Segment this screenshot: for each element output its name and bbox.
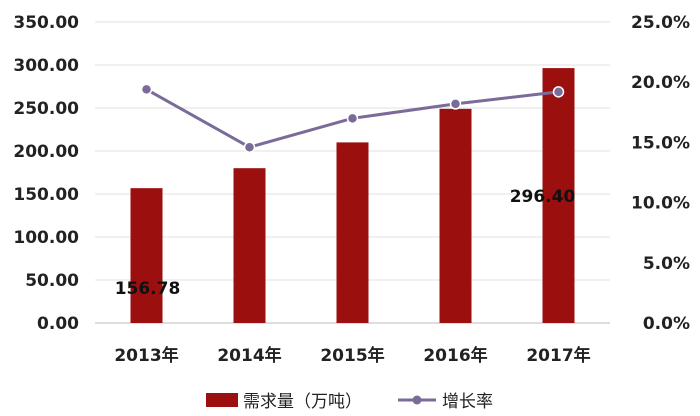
bar bbox=[233, 168, 266, 323]
left-axis: 0.00 50.00 100.00 150.00 200.00 250.00 300.00 3… bbox=[13, 13, 79, 334]
legend-label-line: 增长率 bbox=[442, 392, 493, 412]
y-left-tick-label: 350.00 bbox=[13, 13, 79, 33]
bar-data-label: 156.78 bbox=[115, 279, 181, 299]
category-axis: 2013年 2014年 2015年 2016年 2017年 bbox=[114, 345, 590, 366]
line-marker bbox=[243, 141, 256, 153]
data-labels: 156.78 296.40 bbox=[115, 187, 576, 299]
y-left-tick-label: 300.00 bbox=[13, 56, 79, 76]
x-tick-label: 2017年 bbox=[526, 345, 590, 366]
x-tick-label: 2016年 bbox=[423, 345, 487, 366]
y-left-tick-label: 50.00 bbox=[25, 271, 79, 291]
x-tick-label: 2015年 bbox=[320, 345, 384, 366]
y-left-tick-label: 250.00 bbox=[13, 99, 79, 119]
y-right-tick-label: 20.0% bbox=[631, 73, 690, 93]
line-marker bbox=[346, 112, 359, 125]
legend: 需求量（万吨） 增长率 bbox=[206, 392, 493, 412]
y-right-tick-label: 0.0% bbox=[643, 314, 690, 334]
line-marker bbox=[449, 98, 462, 110]
x-tick-label: 2013年 bbox=[114, 345, 178, 366]
y-left-tick-label: 0.00 bbox=[37, 314, 79, 334]
line-marker bbox=[140, 83, 153, 96]
line-marker bbox=[552, 86, 565, 98]
y-right-tick-label: 10.0% bbox=[631, 194, 690, 214]
legend-swatch-marker bbox=[412, 395, 422, 405]
bar-series bbox=[130, 68, 575, 323]
x-tick-label: 2014年 bbox=[217, 345, 281, 366]
y-right-tick-label: 5.0% bbox=[643, 254, 690, 274]
y-right-tick-label: 15.0% bbox=[631, 133, 690, 153]
bar bbox=[439, 108, 472, 323]
line-series bbox=[140, 83, 565, 153]
bar-data-label: 296.40 bbox=[510, 187, 576, 207]
bar bbox=[542, 68, 575, 323]
legend-label-bar: 需求量（万吨） bbox=[243, 392, 362, 412]
y-left-tick-label: 100.00 bbox=[13, 228, 79, 248]
y-left-tick-label: 150.00 bbox=[13, 185, 79, 205]
legend-swatch-bar bbox=[206, 393, 238, 407]
bar bbox=[336, 142, 369, 323]
y-right-tick-label: 25.0% bbox=[631, 13, 690, 33]
right-axis: 0.0% 5.0% 10.0% 15.0% 20.0% 25.0% bbox=[631, 13, 690, 334]
y-left-tick-label: 200.00 bbox=[13, 142, 79, 162]
bar bbox=[130, 188, 163, 323]
